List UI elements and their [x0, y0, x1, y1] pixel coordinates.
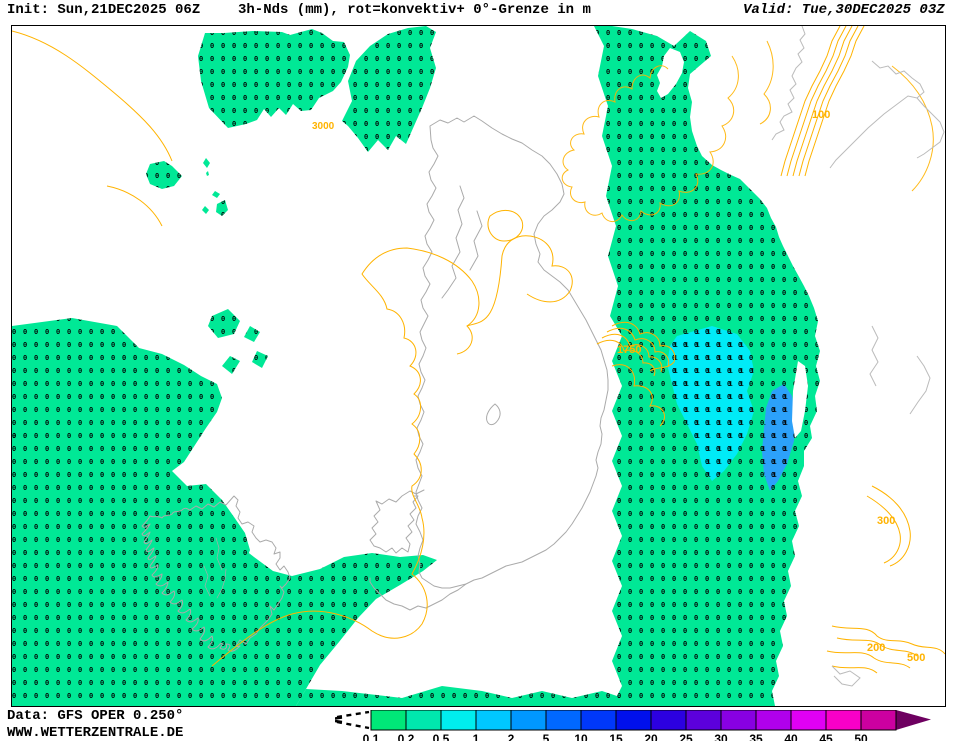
svg-text:35: 35: [749, 732, 763, 741]
svg-text:10: 10: [574, 732, 588, 741]
svg-text:0.2: 0.2: [398, 732, 415, 741]
svg-text:25: 25: [679, 732, 693, 741]
svg-text:0.1: 0.1: [363, 732, 380, 741]
svg-text:15: 15: [609, 732, 623, 741]
svg-text:0.5: 0.5: [433, 732, 450, 741]
svg-text:100: 100: [812, 109, 830, 121]
svg-text:45: 45: [819, 732, 833, 741]
svg-text:300: 300: [877, 515, 895, 527]
svg-text:200: 200: [867, 642, 885, 654]
svg-text:2: 2: [508, 732, 515, 741]
svg-text:5: 5: [543, 732, 550, 741]
svg-text:20: 20: [644, 732, 658, 741]
svg-text:40: 40: [784, 732, 798, 741]
svg-text:1: 1: [473, 732, 480, 741]
svg-text:3000: 3000: [312, 121, 335, 132]
svg-text:30: 30: [714, 732, 728, 741]
svg-text:500: 500: [907, 652, 925, 664]
svg-text:1750: 1750: [617, 344, 641, 356]
svg-text:50: 50: [854, 732, 868, 741]
